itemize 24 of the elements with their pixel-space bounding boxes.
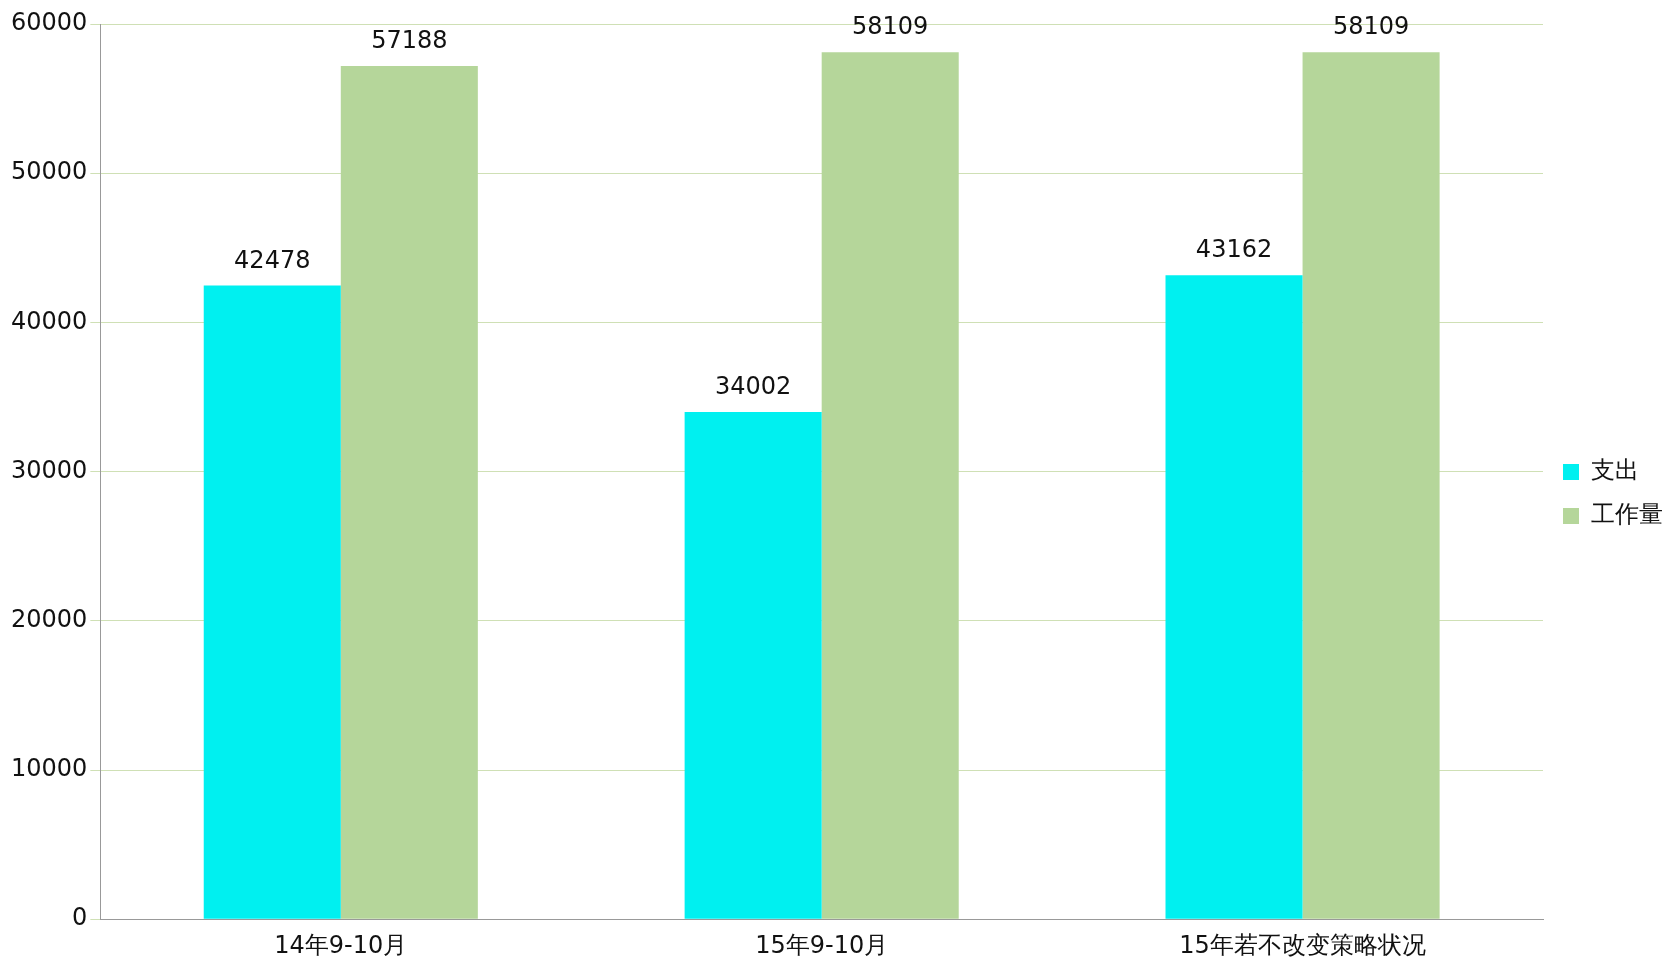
data-label: 58109 — [852, 12, 929, 41]
x-tick-label: 15年9-10月 — [755, 930, 889, 959]
y-tick-label: 40000 — [10, 306, 88, 335]
data-label: 43162 — [1195, 235, 1273, 264]
bar — [821, 52, 959, 919]
x-tick-label: 15年若不改变策略状况 — [1179, 930, 1426, 959]
y-tick-label: 30000 — [10, 455, 88, 484]
legend-label: 工作量 — [1591, 500, 1663, 529]
data-label: 42478 — [234, 245, 311, 274]
y-tick-label: 50000 — [10, 157, 88, 186]
y-tick-label: 60000 — [10, 8, 88, 37]
bar — [1165, 275, 1303, 919]
y-tick-label: 10000 — [10, 754, 88, 783]
y-tick-label: 0 — [72, 903, 88, 932]
bar — [203, 285, 341, 919]
y-tick-label: 20000 — [10, 605, 88, 634]
bar — [684, 411, 822, 919]
bar — [340, 65, 478, 919]
data-label: 57188 — [371, 26, 448, 55]
data-label: 34002 — [714, 372, 792, 401]
legend-label: 支出 — [1591, 456, 1639, 485]
data-label: 58109 — [1332, 12, 1410, 41]
bar — [1302, 52, 1440, 919]
x-tick-label: 14年9-10月 — [274, 930, 408, 959]
